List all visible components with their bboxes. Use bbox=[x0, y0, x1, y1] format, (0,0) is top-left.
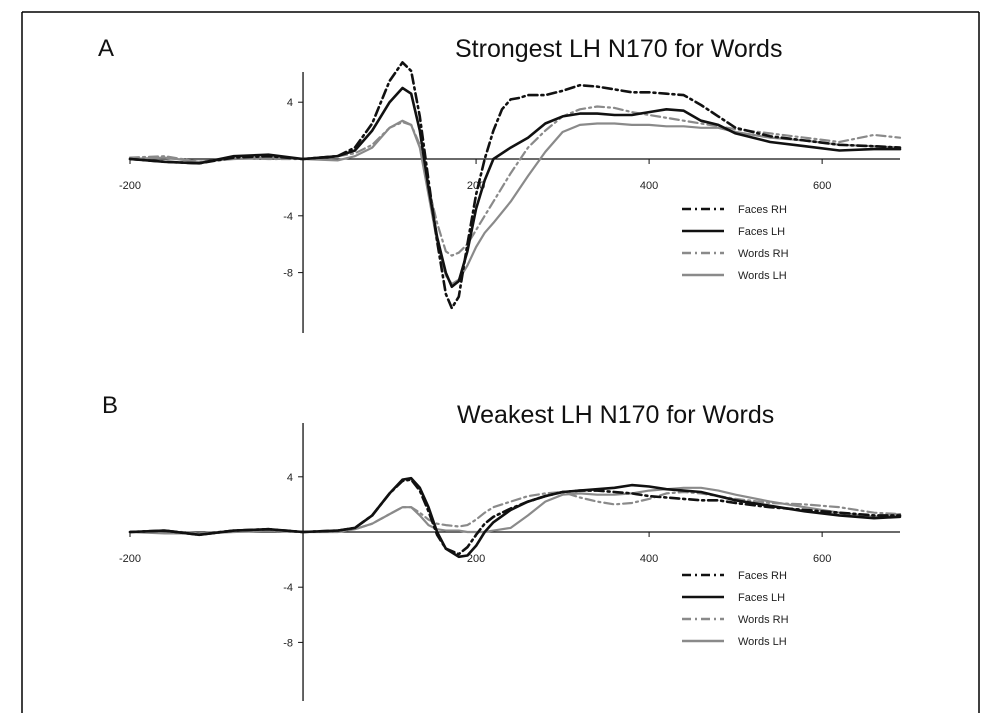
legend-label: Words LH bbox=[738, 636, 787, 648]
legend-label: Faces LH bbox=[738, 592, 785, 604]
legend-label: Words RH bbox=[738, 248, 789, 260]
legend-label: Faces RH bbox=[738, 204, 787, 216]
series-line-faces-rh bbox=[128, 478, 902, 556]
series-line-words-lh bbox=[128, 119, 902, 286]
y-tick-label: -8 bbox=[283, 637, 293, 649]
x-tick-label: 400 bbox=[640, 180, 658, 192]
panel-b-plot: -200 200 400 600 4 -4 -8 bbox=[119, 423, 902, 701]
y-tick-label: 4 bbox=[287, 97, 293, 109]
series-line-faces-lh bbox=[128, 86, 902, 289]
panel-a-plot: -200 200 400 600 4 -4 -8 bbox=[119, 61, 902, 333]
x-tick-label: -200 bbox=[119, 553, 141, 565]
panel-a-letter: A bbox=[98, 35, 114, 62]
panel-a-title: Strongest LH N170 for Words bbox=[455, 35, 782, 63]
y-tick-label: -4 bbox=[283, 582, 293, 594]
y-tick-label: -4 bbox=[283, 211, 293, 223]
x-tick-label: 200 bbox=[467, 553, 485, 565]
panel-a: A Strongest LH N170 for Words -200 200 400… bbox=[98, 35, 902, 333]
legend-label: Faces RH bbox=[738, 570, 787, 582]
series-line-words-rh bbox=[128, 105, 902, 257]
y-tick-label: -8 bbox=[283, 268, 293, 280]
panel-b-legend: Faces RH Faces LH Words RH Words LH bbox=[682, 570, 789, 648]
panel-b: B Weakest LH N170 for Words -200 200 400 60… bbox=[102, 392, 902, 701]
series-line-words-rh bbox=[128, 490, 902, 535]
panel-a-legend: Faces RH Faces LH Words RH Words LH bbox=[682, 204, 789, 282]
legend-label: Faces LH bbox=[738, 226, 785, 238]
x-tick-label: -200 bbox=[119, 180, 141, 192]
x-tick-label: 600 bbox=[813, 553, 831, 565]
y-tick-label: 4 bbox=[287, 472, 293, 484]
series-line-faces-lh bbox=[128, 476, 902, 559]
x-tick-label: 200 bbox=[467, 180, 485, 192]
panel-b-letter: B bbox=[102, 392, 118, 419]
legend-label: Words LH bbox=[738, 270, 787, 282]
series-line-faces-rh bbox=[128, 61, 902, 310]
x-tick-label: 600 bbox=[813, 180, 831, 192]
series-line-words-lh bbox=[128, 486, 902, 535]
legend-label: Words RH bbox=[738, 614, 789, 626]
x-tick-label: 400 bbox=[640, 553, 658, 565]
panel-b-title: Weakest LH N170 for Words bbox=[457, 401, 774, 429]
